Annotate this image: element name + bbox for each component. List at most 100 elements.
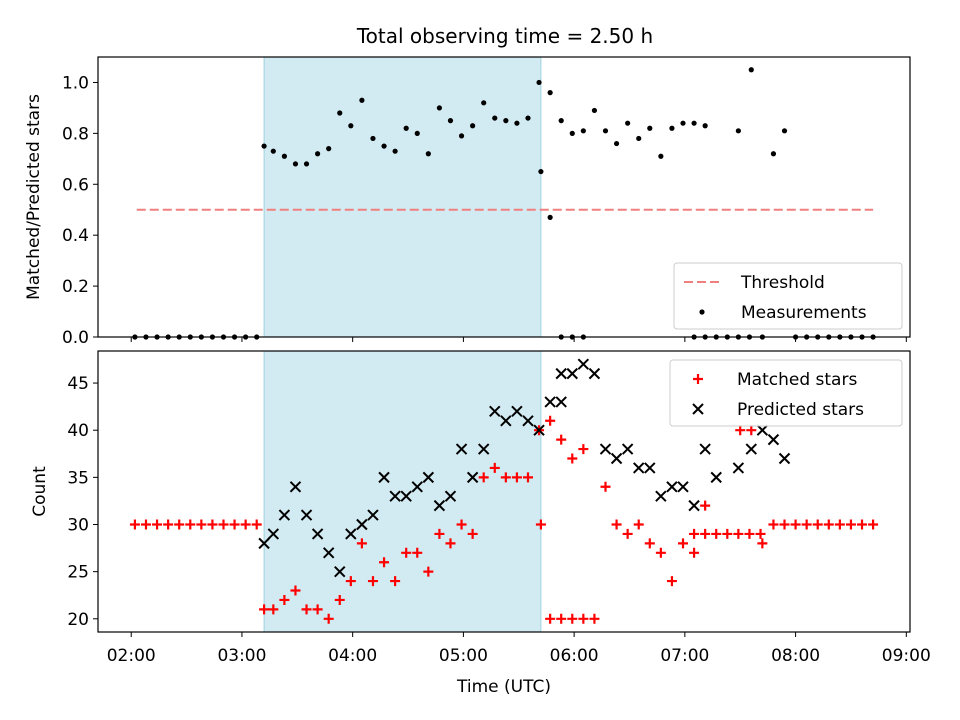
predicted-star-point bbox=[778, 452, 791, 465]
legend-matched-swatch bbox=[693, 374, 703, 384]
measurement-point bbox=[680, 120, 686, 126]
matched-star-point bbox=[268, 604, 279, 615]
matched-star-point bbox=[301, 604, 312, 615]
y-axis-label: Matched/Predicted stars bbox=[24, 94, 44, 300]
matched-star-point bbox=[823, 519, 834, 530]
predicted-star-point bbox=[511, 405, 523, 418]
predicted-star-point bbox=[544, 396, 556, 408]
measurement-point bbox=[591, 107, 598, 114]
measurement-point bbox=[536, 79, 542, 86]
predicted-star-point bbox=[322, 547, 335, 559]
bottom-panel: 20 25 30 35 40 45 Count 02:00 03:00 04:00 05:00 06:… bbox=[30, 350, 931, 697]
top-panel: 0.0 0.2 0.4 0.6 0.8 1.0 Matched/Predicted star… bbox=[24, 56, 911, 348]
predicted-star-point bbox=[356, 518, 368, 531]
x-tick-label: 03:00 bbox=[217, 646, 266, 666]
matched-star-point bbox=[207, 519, 218, 530]
matched-star-point bbox=[689, 528, 700, 539]
predicted-star-point bbox=[732, 462, 745, 474]
predicted-star-point bbox=[433, 499, 446, 512]
measurement-point bbox=[337, 110, 343, 116]
predicted-star-point bbox=[400, 490, 412, 502]
predicted-star-point bbox=[258, 537, 270, 550]
matched-star-point bbox=[611, 519, 622, 530]
matched-star-point bbox=[735, 425, 746, 436]
predicted-star-point bbox=[500, 415, 512, 427]
legend-box bbox=[673, 262, 903, 330]
measurement-point bbox=[538, 168, 544, 175]
matched-stars-series bbox=[129, 415, 879, 624]
matched-star-point bbox=[801, 519, 812, 530]
measurement-point bbox=[447, 118, 454, 124]
predicted-star-point bbox=[389, 490, 401, 502]
matched-star-point bbox=[379, 557, 390, 568]
matched-star-point bbox=[757, 538, 768, 549]
x-tick-label: 05:00 bbox=[439, 646, 488, 666]
measurement-point bbox=[492, 115, 498, 121]
matched-star-point bbox=[578, 444, 589, 455]
matched-star-point bbox=[323, 613, 334, 624]
predicted-star-point bbox=[345, 528, 357, 540]
matched-star-point bbox=[259, 604, 270, 615]
matched-star-point bbox=[401, 547, 412, 558]
measurement-point bbox=[436, 105, 443, 111]
predicted-star-point bbox=[756, 424, 769, 436]
y-tick-label: 25 bbox=[67, 563, 89, 583]
matched-star-point bbox=[666, 576, 677, 587]
measurement-point bbox=[425, 151, 431, 157]
predicted-star-point bbox=[710, 471, 722, 484]
matched-star-point bbox=[722, 528, 733, 539]
predicted-stars-series bbox=[258, 358, 791, 578]
matched-star-point bbox=[196, 519, 207, 530]
matched-star-point bbox=[556, 434, 567, 445]
legend-predicted-swatch bbox=[692, 403, 704, 415]
legend-box bbox=[669, 359, 903, 427]
measurement-point bbox=[702, 123, 708, 129]
predicted-star-point bbox=[422, 471, 435, 484]
matched-star-point bbox=[578, 613, 589, 624]
measurement-point bbox=[470, 123, 476, 129]
matched-star-point bbox=[434, 528, 445, 539]
predicted-star-point bbox=[666, 481, 678, 493]
predicted-star-point bbox=[300, 509, 313, 521]
predicted-star-point bbox=[621, 443, 634, 455]
predicted-star-point bbox=[311, 528, 324, 540]
matched-star-point bbox=[834, 519, 845, 530]
y-axis-label: Count bbox=[30, 466, 50, 517]
matched-star-point bbox=[655, 547, 666, 558]
matched-star-point bbox=[218, 519, 229, 530]
measurement-point bbox=[392, 148, 398, 154]
matched-star-point bbox=[633, 519, 644, 530]
y-tick-label: 30 bbox=[67, 516, 89, 536]
chart-title: Total observing time = 2.50 h bbox=[356, 24, 653, 48]
matched-star-point bbox=[412, 547, 423, 558]
matched-star-point bbox=[279, 594, 290, 605]
measurement-point bbox=[303, 161, 310, 167]
measurement-point bbox=[735, 128, 741, 134]
measurement-point bbox=[625, 120, 631, 126]
matched-star-point bbox=[567, 453, 578, 464]
predicted-star-point bbox=[489, 405, 501, 418]
measurement-point bbox=[669, 125, 675, 131]
measurement-point bbox=[370, 135, 376, 142]
matched-star-point bbox=[185, 519, 196, 530]
measurement-point bbox=[359, 97, 365, 103]
matched-star-point bbox=[174, 519, 185, 530]
predicted-star-point bbox=[745, 443, 757, 455]
predicted-star-point bbox=[633, 462, 645, 474]
measurement-point bbox=[602, 128, 609, 134]
predicted-star-point bbox=[466, 471, 479, 484]
predicted-star-point bbox=[367, 509, 379, 521]
predicted-star-point bbox=[378, 471, 390, 484]
predicted-star-point bbox=[555, 396, 567, 408]
predicted-star-point bbox=[767, 433, 780, 446]
y-tick-label: 40 bbox=[67, 421, 89, 441]
matched-star-point bbox=[240, 519, 251, 530]
matched-star-point bbox=[356, 538, 367, 549]
measurement-point bbox=[481, 100, 487, 106]
measurement-point bbox=[613, 140, 620, 147]
matched-star-point bbox=[622, 528, 633, 539]
measurement-point bbox=[348, 123, 354, 129]
matched-star-point bbox=[334, 594, 345, 605]
measurement-point bbox=[691, 120, 697, 126]
